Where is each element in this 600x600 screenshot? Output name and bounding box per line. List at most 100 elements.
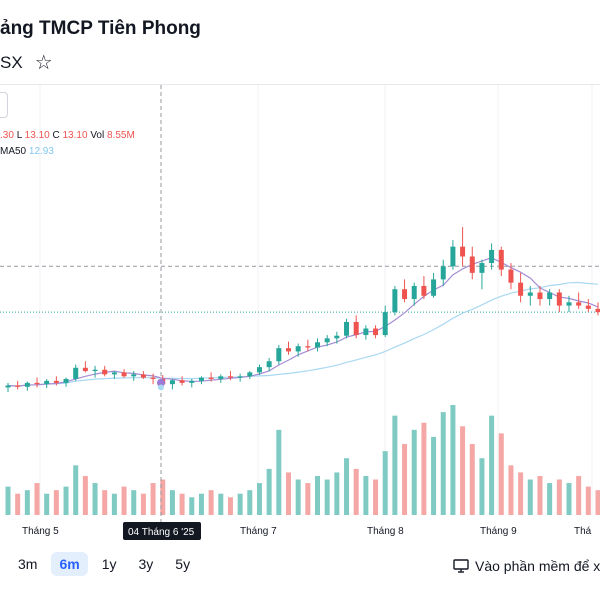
x-axis-label: Tháng 9 [480, 526, 517, 537]
volume-bar [256, 483, 262, 515]
volume-bar [305, 483, 311, 515]
volume-bar [585, 486, 591, 515]
volume-bar [344, 458, 350, 515]
volume-bar [53, 490, 59, 515]
candle-body [5, 385, 11, 388]
toolbar-button-stub[interactable] [0, 92, 8, 118]
candle-body [508, 269, 514, 283]
candle-body [363, 328, 369, 336]
candle-body [227, 376, 233, 378]
candle-body [285, 348, 291, 352]
volume-bar [411, 429, 417, 515]
candle-body [15, 385, 21, 387]
candle-body [247, 372, 253, 377]
ma50-line [7, 281, 599, 387]
legend-ma-label: MA50 [0, 146, 27, 157]
volume-bar [198, 493, 204, 515]
candle-body [140, 374, 146, 378]
legend-c-value: 13.10 [62, 130, 88, 141]
volume-bar [63, 486, 69, 515]
volume-bar [15, 493, 21, 515]
volume-bar [5, 486, 11, 515]
crosshair-date-label: 04 Tháng 6 '25 [128, 527, 195, 538]
volume-bar [73, 465, 79, 515]
candle-body [111, 372, 117, 375]
volume-bar [518, 472, 524, 515]
candle-body [479, 263, 485, 273]
volume-bar [131, 490, 137, 515]
range-button-3y[interactable]: 3y [138, 556, 154, 572]
volume-bar [237, 493, 243, 515]
candle-body [92, 369, 98, 372]
candle-body [595, 308, 600, 313]
legend-ma-value: 12.93 [28, 146, 54, 157]
candle-body [440, 266, 446, 280]
candle-body [256, 367, 262, 373]
volume-bar [247, 490, 253, 515]
star-icon[interactable]: ☆ [34, 52, 53, 74]
open-app-link[interactable]: Vào phần mềm để xe [453, 558, 600, 574]
candle-body [276, 348, 282, 362]
volume-bar [111, 493, 117, 515]
candle-body [585, 305, 591, 309]
volume-bar [266, 468, 272, 515]
legend-l-value: 13.10 [24, 130, 50, 141]
range-selector: 3m 6m 1y 3y 5y [10, 552, 198, 576]
volume-bar [508, 465, 514, 515]
candle-body [334, 335, 340, 339]
volume-bar [392, 415, 398, 515]
candle-body [547, 292, 553, 300]
candle-body [518, 282, 524, 296]
legend-c-label: C [52, 130, 60, 141]
volume-bar [334, 472, 340, 515]
candle-body [315, 342, 321, 348]
candle-body [382, 312, 388, 336]
candle-body [421, 285, 427, 296]
range-button-5y[interactable]: 5y [175, 556, 191, 572]
candle-body [63, 378, 69, 383]
x-axis-label: Tháng 8 [367, 526, 404, 537]
candle-body [237, 376, 243, 378]
volume-bar [295, 479, 301, 515]
range-button-6m[interactable]: 6m [51, 552, 88, 576]
candle-body [324, 338, 330, 343]
volume-bar [402, 444, 408, 515]
volume-bar [479, 458, 485, 515]
monitor-icon [453, 559, 469, 573]
candle-body [527, 292, 533, 296]
header-divider [0, 84, 600, 85]
candle-body [208, 377, 214, 379]
legend-vol-label: Vol [90, 130, 105, 141]
volume-bar [160, 479, 166, 515]
volume-bar [169, 490, 175, 515]
candle-body [169, 380, 175, 385]
range-button-3m[interactable]: 3m [18, 556, 38, 572]
volume-bar [382, 451, 388, 515]
candle-body [431, 279, 437, 296]
volume-bar [469, 444, 475, 515]
candle-body [411, 285, 417, 300]
crosshair-dot [157, 378, 165, 387]
candle-body [218, 376, 224, 379]
volume-bar [556, 479, 562, 515]
open-app-label: Vào phần mềm để xe [475, 558, 600, 574]
candle-body [44, 380, 50, 385]
volume-bar [82, 475, 88, 515]
volume-bar [102, 490, 108, 515]
volume-bar [189, 497, 195, 515]
candle-body [344, 321, 350, 336]
x-axis-label: Tháng 7 [240, 526, 277, 537]
volume-bar [431, 436, 437, 515]
candle-body [266, 361, 272, 368]
range-button-1y[interactable]: 1y [101, 556, 117, 572]
volume-bar [537, 475, 543, 515]
candle-body [82, 367, 88, 372]
candle-body [392, 289, 398, 313]
price-chart[interactable]: Tháng 5 Tháng 7 Tháng 8 Tháng 9 Thá 04 Tháng … [0, 85, 600, 545]
candle-body [353, 321, 359, 336]
legend-l-label: L [16, 130, 22, 141]
legend-h-value: .30 [0, 130, 14, 141]
volume-bar [527, 479, 533, 515]
candle-body [450, 246, 456, 267]
exchange-label: SX [0, 53, 23, 72]
